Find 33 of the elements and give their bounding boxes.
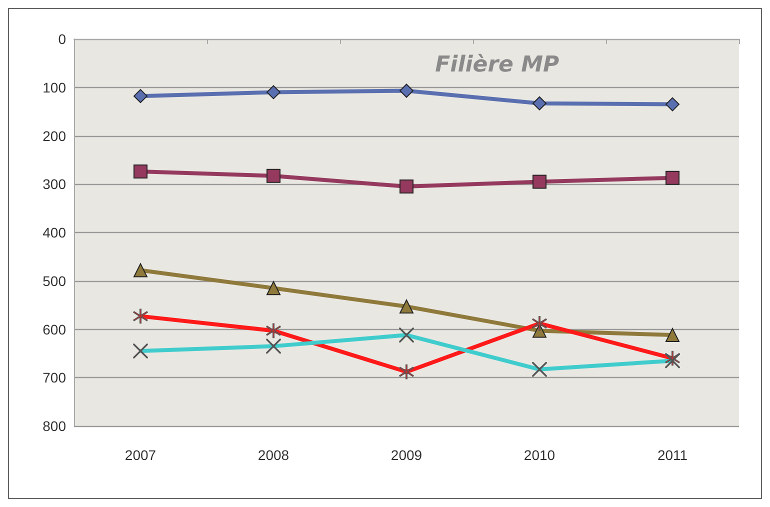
y-tick-label: 700	[42, 370, 66, 386]
y-tick-label: 500	[42, 272, 66, 289]
y-tick-label: 200	[42, 128, 66, 144]
y-tick-label: 600	[42, 321, 66, 338]
point	[266, 281, 280, 296]
point	[266, 168, 280, 183]
point	[266, 323, 281, 338]
x-tick-label: 2008	[258, 447, 290, 463]
point	[133, 308, 148, 324]
y-tick-label: 300	[42, 176, 66, 192]
point	[134, 164, 148, 179]
point	[532, 174, 546, 189]
x-tick-label: 2010	[524, 447, 556, 463]
point	[666, 170, 680, 185]
point	[666, 328, 680, 342]
y-tick-label: 100	[42, 79, 66, 96]
point	[400, 300, 414, 314]
point	[399, 364, 414, 380]
y-tick-label: 400	[42, 224, 66, 240]
point	[400, 84, 414, 98]
point	[134, 89, 148, 104]
x-tick-label: 2011	[657, 447, 688, 463]
x-tick-label: 2007	[124, 447, 156, 463]
point	[532, 316, 547, 331]
point	[666, 97, 680, 112]
x-tick-label: 2009	[390, 447, 422, 463]
y-tick-label: 0	[58, 31, 66, 47]
point	[134, 263, 148, 278]
point	[400, 180, 414, 194]
text: Filière MP	[435, 52, 560, 78]
y-tick-label: 800	[42, 418, 66, 434]
point	[266, 85, 280, 100]
point	[532, 96, 546, 110]
